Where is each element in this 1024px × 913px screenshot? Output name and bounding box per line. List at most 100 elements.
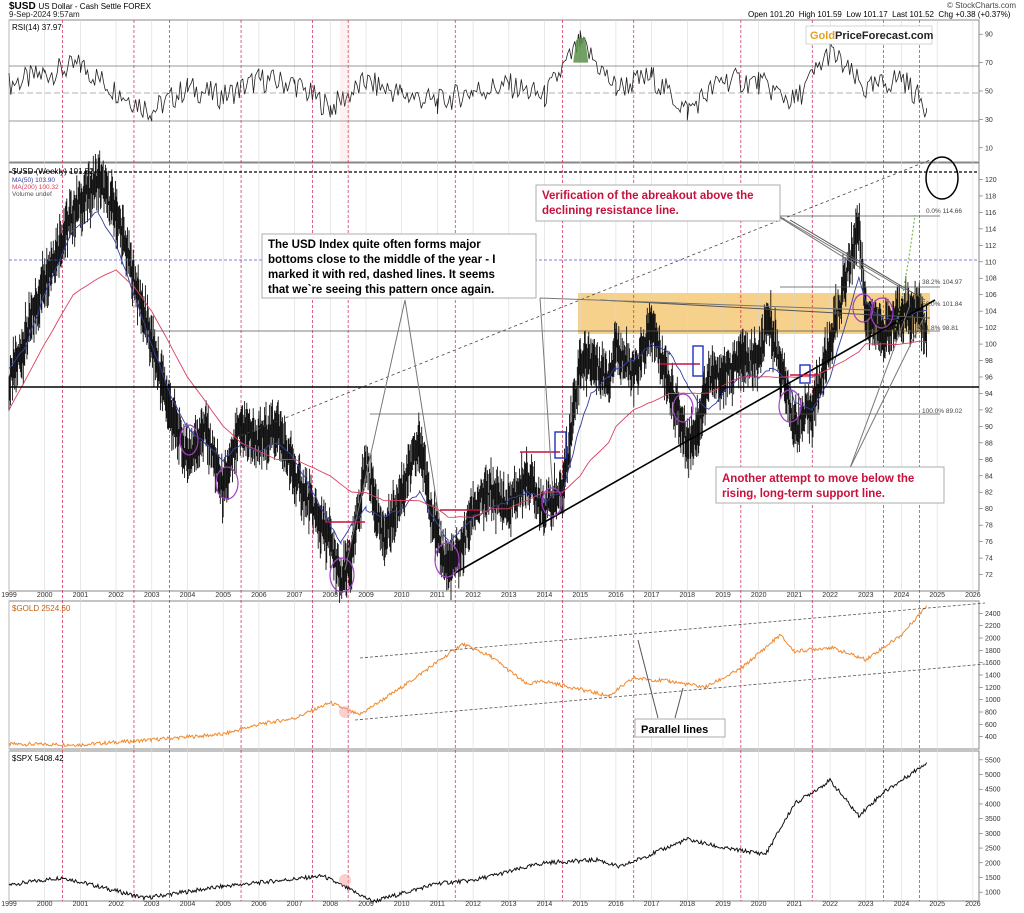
- y-tick-label: 104: [985, 309, 997, 316]
- spx-line: [8, 762, 927, 904]
- x-tick-label: 2010: [394, 901, 410, 908]
- y-tick-label: 100: [985, 342, 997, 349]
- bottom-circle-2023b: [870, 297, 894, 329]
- x-tick-label: 2015: [572, 592, 588, 599]
- x-tick-label: 2019: [715, 901, 731, 908]
- x-tick-label: 2009: [358, 901, 374, 908]
- x-tick-label: 2013: [501, 592, 517, 599]
- x-tick-label: 2013: [501, 901, 517, 908]
- ma50-legend: MA(50) 103.90: [12, 177, 55, 184]
- bottom-circle-2018: [672, 393, 694, 423]
- gold-label: $GOLD 2524.60: [12, 604, 71, 613]
- x-tick-label: 2020: [751, 901, 767, 908]
- x-tick-label: 2024: [894, 901, 910, 908]
- x-tick-label: 2010: [394, 592, 410, 599]
- x-tick-label: 2006: [251, 901, 267, 908]
- x-tick-label: 2015: [572, 901, 588, 908]
- fib-labels: 0.0% 114.66 38.2% 104.97 50.0% 101.84 61…: [922, 208, 963, 415]
- y-tick-label: 50: [985, 89, 993, 96]
- bottom-circle-2023a: [852, 293, 874, 323]
- usd-label: $USD (Weekly) 101.52: [12, 167, 94, 176]
- blue-box-2018: [692, 345, 704, 377]
- y-tick-label: 5500: [985, 757, 1001, 764]
- stockcharts-credit: © StockCharts.com: [946, 1, 1016, 10]
- y-tick-label: 1800: [985, 648, 1001, 655]
- fib-38-label: 38.2% 104.97: [922, 279, 963, 286]
- y-tick-label: 2400: [985, 611, 1001, 618]
- long-term-support-line: [454, 299, 936, 574]
- x-tick-label: 2008: [323, 592, 339, 599]
- y-tick-label: 72: [985, 572, 993, 579]
- gold-line: [8, 605, 927, 747]
- x-tick-label: 2011: [430, 592, 445, 599]
- fib-61-label: 61.8% 98.81: [922, 325, 959, 332]
- x-axis-year-labels: 1999 1999 2000 2000 2001 2001 2002 2002 2003 2003…: [1, 592, 981, 908]
- x-tick-label: 2017: [644, 592, 660, 599]
- x-tick-label: 2009: [358, 592, 374, 599]
- y-tick-label: 10: [985, 145, 993, 152]
- y-tick-label: 1000: [985, 890, 1001, 897]
- x-tick-label: 2006: [251, 592, 267, 599]
- gold-lower-parallel-line: [354, 663, 986, 721]
- x-tick-label: 2023: [858, 901, 874, 908]
- y-axis-ticks: 90 70 50 30 10 120 118 116 114 112 110 108 106 104 102…: [979, 32, 1001, 897]
- y-tick-label: 98: [985, 358, 993, 365]
- y-tick-label: 1400: [985, 673, 1001, 680]
- x-tick-label: 2025: [929, 592, 945, 599]
- last-value: Last 101.52: [892, 10, 934, 19]
- goldpriceforecast-logo: Gold PriceForecast.com: [805, 25, 934, 45]
- y-tick-label: 78: [985, 523, 993, 530]
- x-tick-label: 2003: [144, 901, 160, 908]
- y-tick-label: 114: [985, 226, 996, 233]
- spx-panel-frame: [8, 750, 980, 902]
- y-tick-label: 92: [985, 407, 993, 414]
- x-tick-label: 2001: [73, 901, 89, 908]
- y-tick-label: 110: [985, 259, 996, 266]
- y-tick-label: 1200: [985, 685, 1001, 692]
- x-tick-label: 2017: [644, 901, 660, 908]
- y-tick-label: 80: [985, 506, 993, 513]
- mid-year-red-dashed-lines: [62, 20, 920, 901]
- x-tick-label: 2016: [608, 901, 624, 908]
- x-tick-label: 2002: [108, 901, 124, 908]
- y-tick-label: 120: [985, 177, 997, 184]
- x-tick-label: 2021: [787, 901, 803, 908]
- x-tick-label: 2018: [680, 592, 696, 599]
- x-tick-label: 2016: [608, 592, 624, 599]
- x-tick-label: 2012: [465, 901, 481, 908]
- x-tick-label: 2005: [215, 592, 231, 599]
- y-tick-label: 2000: [985, 860, 1001, 867]
- blue-box-2021: [799, 364, 811, 384]
- y-tick-label: 400: [985, 734, 997, 741]
- bottom-circle-2004: [215, 466, 239, 500]
- rsi-label: RSI(14) 37.97: [12, 23, 62, 32]
- high-value: High 101.59: [798, 10, 842, 19]
- rsi-line: [8, 30, 927, 122]
- y-tick-label: 90: [985, 424, 993, 431]
- bottoms-pointer-lines: [344, 297, 871, 571]
- x-tick-label: 2023: [858, 592, 874, 599]
- y-tick-label: 108: [985, 276, 997, 283]
- y-tick-label: 88: [985, 440, 993, 447]
- x-tick-label: 2008: [323, 901, 339, 908]
- verification-text: Verification of the abreakout above the d…: [542, 190, 754, 217]
- logo-gold: Gold: [810, 30, 835, 42]
- x-tick-label: 2002: [108, 592, 124, 599]
- declining-resistance-line: [789, 219, 926, 301]
- y-tick-label: 1500: [985, 875, 1001, 882]
- bottom-circle-2008: [329, 557, 355, 593]
- volume-legend: Volume undef: [12, 191, 52, 198]
- chart-header: $USD US Dollar - Cash Settle FOREX 9-Sep…: [0, 0, 1024, 20]
- support-pointer-lines: [849, 304, 926, 469]
- usd-ma200-line: [8, 269, 927, 518]
- y-tick-label: 86: [985, 457, 993, 464]
- x-tick-label: 2000: [37, 901, 53, 908]
- y-tick-label: 116: [985, 210, 996, 217]
- open-value: Open 101.20: [748, 10, 795, 19]
- y-tick-label: 82: [985, 490, 993, 497]
- y-tick-label: 800: [985, 710, 997, 717]
- x-tick-label: 2022: [822, 901, 838, 908]
- x-tick-label: 2005: [215, 901, 231, 908]
- bottom-circle-2021: [778, 389, 802, 423]
